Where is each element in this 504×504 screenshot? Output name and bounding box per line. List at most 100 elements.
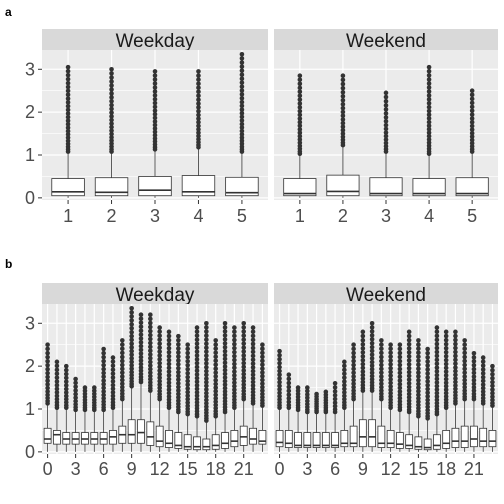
- outlier-point: [101, 385, 106, 391]
- outlier-point: [462, 384, 467, 390]
- outlier-point: [185, 403, 190, 409]
- outlier-point: [480, 363, 486, 368]
- x-tick-label: 0: [43, 459, 53, 479]
- outlier-point: [443, 383, 449, 389]
- box-iqr: [412, 178, 446, 197]
- outlier-point: [416, 399, 421, 405]
- outlier-point: [471, 391, 477, 397]
- outlier-point: [360, 350, 366, 355]
- outlier-point: [213, 388, 219, 394]
- outlier-point: [204, 361, 209, 366]
- outlier-point: [453, 353, 458, 359]
- outlier-point: [426, 89, 432, 94]
- outlier-point: [406, 329, 412, 335]
- outlier-point: [138, 340, 144, 345]
- outlier-point: [138, 343, 144, 349]
- outlier-point: [250, 333, 256, 339]
- outlier-point: [388, 380, 393, 386]
- outlier-point: [232, 349, 237, 355]
- outlier-point: [351, 358, 356, 364]
- outlier-point: [204, 333, 209, 338]
- outlier-point: [101, 350, 106, 356]
- outlier-point: [490, 371, 495, 377]
- outlier-point: [63, 371, 69, 377]
- outlier-point: [45, 354, 50, 360]
- outlier-point: [426, 73, 432, 78]
- x-tick-label: 18: [436, 459, 456, 479]
- outlier-point: [369, 373, 375, 379]
- outlier-point: [416, 346, 421, 351]
- outlier-point: [109, 110, 114, 115]
- outlier-point: [157, 371, 162, 377]
- outlier-point: [434, 361, 440, 367]
- outlier-point: [416, 374, 421, 379]
- outlier-point: [148, 380, 153, 385]
- facet-strip-label: Weekend: [346, 285, 426, 306]
- outlier-point: [462, 358, 467, 364]
- outlier-point: [388, 384, 393, 389]
- outlier-point: [138, 312, 144, 318]
- outlier-point: [166, 337, 172, 343]
- outlier-point: [232, 341, 237, 347]
- outlier-point: [110, 382, 116, 388]
- outlier-point: [340, 113, 346, 119]
- outlier-point: [342, 367, 347, 373]
- outlier-point: [434, 365, 440, 370]
- outlier-point: [397, 374, 403, 380]
- outlier-point: [222, 356, 228, 362]
- outlier-point: [277, 368, 282, 374]
- outlier-point: [213, 385, 219, 390]
- outlier-point: [462, 338, 467, 343]
- outlier-point: [332, 403, 338, 409]
- outlier-point: [196, 101, 201, 106]
- outlier-point: [239, 118, 245, 123]
- outlier-point: [462, 346, 467, 352]
- outlier-point: [480, 367, 486, 372]
- outlier-point: [388, 390, 393, 396]
- outlier-point: [490, 379, 495, 385]
- outlier-point: [109, 106, 114, 112]
- outlier-point: [397, 378, 403, 383]
- outlier-point: [54, 379, 60, 384]
- outlier-point: [152, 104, 158, 110]
- outlier-point: [297, 123, 303, 129]
- outlier-point: [241, 320, 247, 326]
- outlier-point: [340, 109, 346, 115]
- outlier-point: [250, 386, 256, 392]
- outlier-point: [469, 127, 475, 132]
- box-iqr: [368, 419, 376, 448]
- outlier-point: [196, 130, 201, 136]
- outlier-point: [185, 358, 190, 364]
- outlier-point: [54, 382, 60, 388]
- outlier-point: [109, 131, 114, 137]
- outlier-point: [277, 348, 282, 354]
- outlier-point: [434, 390, 440, 396]
- outlier-point: [148, 328, 153, 334]
- outlier-point: [213, 370, 219, 375]
- outlier-point: [480, 385, 486, 391]
- outlier-point: [148, 316, 153, 322]
- x-tick-label: 0: [275, 459, 285, 479]
- outlier-point: [110, 355, 116, 360]
- outlier-point: [416, 358, 421, 364]
- outlier-point: [388, 362, 393, 367]
- outlier-point: [443, 341, 449, 347]
- x-tick-label: 4: [424, 206, 434, 226]
- outlier-point: [426, 133, 432, 139]
- box-iqr: [230, 430, 239, 448]
- outlier-point: [73, 395, 78, 401]
- box-iqr: [181, 175, 216, 197]
- outlier-point: [426, 126, 432, 132]
- x-tick-label: 9: [358, 459, 368, 479]
- outlier-point: [443, 397, 449, 402]
- outlier-point: [129, 373, 134, 378]
- outlier-point: [406, 384, 412, 390]
- outlier-point: [388, 365, 393, 371]
- outlier-point: [425, 397, 430, 403]
- outlier-point: [297, 112, 303, 118]
- outlier-point: [297, 116, 303, 121]
- outlier-point: [241, 341, 247, 346]
- box-iqr: [221, 432, 229, 449]
- outlier-point: [471, 355, 477, 360]
- outlier-point: [277, 397, 282, 402]
